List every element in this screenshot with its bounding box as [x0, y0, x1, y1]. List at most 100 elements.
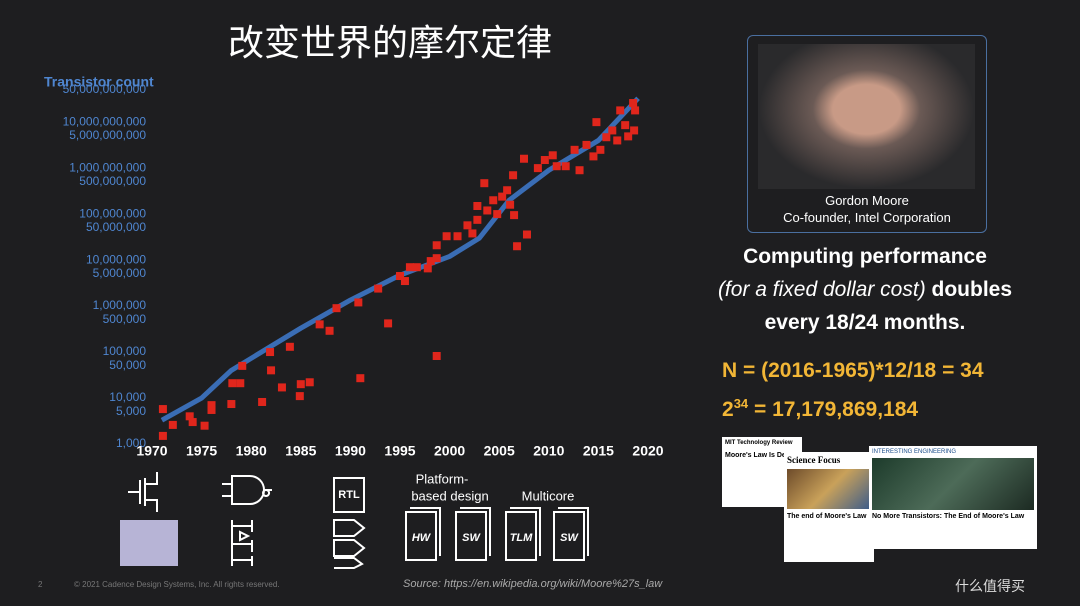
data-point — [277, 383, 286, 392]
data-point — [602, 133, 611, 142]
data-point — [356, 374, 365, 383]
claim-rest: doubles — [931, 278, 1013, 301]
x-tick-label: 2005 — [484, 443, 515, 459]
y-tick-label: 10,000,000,000 — [63, 114, 147, 128]
photo-card: Gordon Moore Co-founder, Intel Corporati… — [747, 35, 987, 233]
data-point — [608, 126, 617, 135]
data-point — [384, 319, 393, 328]
y-axis-label: Transistor count — [44, 74, 154, 90]
data-point — [227, 400, 236, 409]
y-tick-label: 10,000,000 — [86, 252, 146, 266]
data-point — [185, 412, 194, 421]
claim-line: every 18/24 months. — [764, 311, 966, 334]
person-name: Gordon Moore — [825, 193, 909, 208]
data-point — [238, 361, 247, 370]
power: 234 = 17,179,869,184 — [722, 387, 984, 426]
data-point — [374, 284, 383, 293]
y-tick-label: 50,000 — [109, 358, 146, 372]
data-point — [168, 420, 177, 429]
formula: N = (2016-1965)*12/18 = 34 — [722, 359, 984, 382]
icon-label: Platform- — [416, 471, 469, 486]
data-point — [483, 206, 492, 215]
power-base: 2 — [722, 398, 734, 421]
data-point — [325, 326, 334, 335]
data-point — [207, 405, 216, 414]
data-point — [552, 162, 561, 171]
article-thumb: Science Focus The end of Moore's Law — [784, 452, 874, 562]
x-tick-label: 2020 — [632, 443, 663, 459]
icon-label: SW — [560, 532, 579, 544]
data-point — [463, 221, 472, 230]
data-point — [582, 140, 591, 149]
y-tick-label: 500,000 — [103, 312, 147, 326]
data-point — [158, 405, 167, 414]
y-tick-label: 5,000 — [116, 404, 146, 418]
data-point — [631, 106, 640, 115]
data-point — [305, 378, 314, 387]
data-point — [207, 401, 216, 410]
portrait — [758, 44, 975, 189]
article-headline: The end of Moore's Law — [787, 513, 867, 520]
y-tick-label: 50,000,000,000 — [63, 82, 147, 96]
person-role: Co-founder, Intel Corporation — [783, 210, 951, 225]
claim-line: Computing performance — [743, 245, 987, 268]
data-point — [285, 342, 294, 351]
x-tick-label: 1995 — [384, 443, 415, 459]
x-tick-label: 2010 — [533, 443, 564, 459]
data-point — [548, 151, 557, 160]
x-tick-label: 1975 — [186, 443, 217, 459]
icon-label: HW — [412, 532, 432, 544]
data-point — [200, 421, 209, 430]
formula-block: N = (2016-1965)*12/18 = 34 234 = 17,179,… — [722, 354, 984, 426]
y-tick-label: 5,000,000 — [93, 266, 147, 280]
icon-label: RTL — [338, 489, 360, 501]
data-point — [489, 196, 498, 205]
y-tick-label: 10,000 — [109, 390, 146, 404]
rtl-box — [333, 477, 365, 513]
x-tick-label: 1990 — [335, 443, 366, 459]
data-point — [405, 263, 414, 272]
data-point — [592, 118, 601, 127]
data-point — [396, 272, 404, 281]
article-headline: No More Transistors: The End of Moore's … — [872, 513, 1025, 520]
article-image — [872, 458, 1034, 510]
copyright: © 2021 Cadence Design Systems, Inc. All … — [74, 580, 280, 589]
y-tick-label: 1,000,000,000 — [69, 160, 146, 174]
y-tick-label: 100,000 — [103, 344, 147, 358]
power-result: = 17,179,869,184 — [754, 398, 919, 421]
data-point — [468, 229, 477, 238]
design-icons: RTL Platform- based design Multicore HW … — [120, 471, 589, 569]
data-point — [506, 200, 515, 209]
article-source: MIT Technology Review — [725, 440, 793, 446]
article-source: Science Focus — [787, 455, 841, 465]
power-exponent: 34 — [733, 396, 749, 411]
data-point — [575, 166, 584, 175]
data-point — [503, 186, 512, 195]
data-point — [493, 210, 502, 219]
y-tick-label: 5,000,000,000 — [69, 128, 146, 142]
y-tick-label: 1,000 — [116, 436, 146, 450]
data-point — [266, 348, 275, 357]
data-point — [570, 145, 579, 154]
mux-icon — [333, 519, 366, 569]
source: Source: https://en.wikipedia.org/wiki/Mo… — [403, 578, 663, 590]
y-tick-label: 100,000,000 — [79, 206, 146, 220]
trend-line — [160, 96, 640, 423]
data-point — [473, 215, 482, 224]
data-point — [258, 397, 267, 406]
chart: Transistor count 1,0005,00010,00050,0001… — [44, 74, 664, 459]
claim-line: (for a fixed dollar cost) doubles — [660, 273, 1070, 306]
article-image — [787, 469, 871, 509]
claim-italic: (for a fixed dollar cost) — [717, 278, 926, 301]
data-point — [630, 126, 639, 135]
data-point — [629, 99, 638, 108]
data-point — [533, 164, 542, 173]
data-point — [589, 152, 598, 161]
data-point — [453, 232, 462, 241]
data-point — [510, 211, 519, 220]
y-tick-label: 1,000,000 — [93, 298, 147, 312]
data-point — [498, 192, 507, 201]
data-point — [296, 380, 305, 389]
data-point — [520, 154, 528, 163]
x-tick-label: 1970 — [136, 443, 167, 459]
